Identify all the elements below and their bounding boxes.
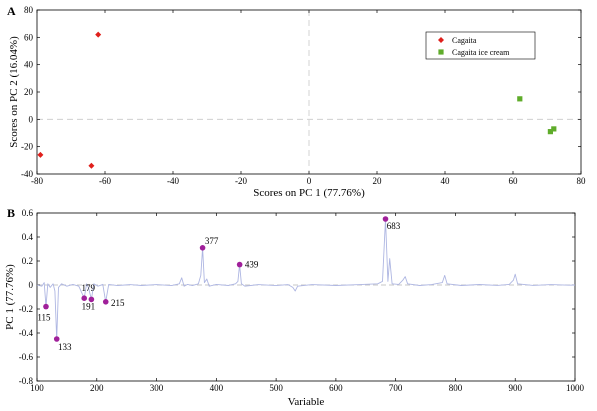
peak-label-377: 377 xyxy=(205,236,219,246)
panel-b-x-axis-label: Variable xyxy=(288,396,325,408)
y-tick-label: 80 xyxy=(24,5,34,15)
x-tick-label: -20 xyxy=(235,176,247,186)
x-tick-label: 400 xyxy=(210,383,224,393)
x-tick-label: 300 xyxy=(150,383,164,393)
y-tick-label: -40 xyxy=(21,169,33,179)
peak-marker-439 xyxy=(236,261,243,268)
y-tick-label: -0.6 xyxy=(19,352,34,362)
peak-label-179: 179 xyxy=(81,283,95,293)
peak-label-439: 439 xyxy=(245,260,259,270)
panel-a-y-axis-label: Scores on PC 2 (16.04%) xyxy=(8,36,20,148)
legend-entry-cagaita-ice-cream: Cagaita ice cream xyxy=(452,48,510,57)
panel-a-points xyxy=(37,31,557,169)
x-tick-label: -60 xyxy=(99,176,111,186)
y-tick-label: 0.6 xyxy=(22,208,34,218)
x-tick-label: 800 xyxy=(449,383,463,393)
y-tick-label: -0.8 xyxy=(19,376,34,386)
panel-a-score-plot: A -80 -60 -40 -20 0 20 40 60 80 -40-20020406080 … xyxy=(7,4,586,199)
panel-b-loading-line xyxy=(36,218,576,340)
peak-label-115: 115 xyxy=(37,313,51,323)
cagaita-ice-cream-point xyxy=(551,126,557,132)
x-tick-label: 1000 xyxy=(566,383,585,393)
panel-b-plot-frame xyxy=(36,212,576,382)
panel-a-legend: Cagaita Cagaita ice cream xyxy=(425,31,536,60)
x-tick-label: 40 xyxy=(441,176,451,186)
peak-marker-191 xyxy=(88,296,95,303)
peak-label-191: 191 xyxy=(82,301,96,311)
cagaita-point xyxy=(95,31,102,38)
x-tick-label: 900 xyxy=(508,383,522,393)
peak-marker-215 xyxy=(102,299,109,305)
y-tick-label: -0.4 xyxy=(19,328,34,338)
panel-b-label: B xyxy=(7,206,15,220)
peak-label-133: 133 xyxy=(58,342,72,352)
peak-marker-115 xyxy=(43,303,49,310)
panel-a-x-axis-label: Scores on PC 1 (77.76%) xyxy=(253,187,365,199)
x-tick-label: 600 xyxy=(329,383,343,393)
peak-marker-133 xyxy=(53,336,60,342)
panel-a-x-ticks: -80 -60 -40 -20 0 20 40 60 80 xyxy=(31,10,586,186)
x-tick-label: 200 xyxy=(90,383,104,393)
x-tick-label: 700 xyxy=(389,383,403,393)
panel-b-labeled-peaks: 115 133 179 191 215 377 439 683 xyxy=(37,216,401,352)
y-tick-label: 60 xyxy=(24,32,34,42)
loading-series-line xyxy=(36,218,576,340)
legend-marker-cagaita xyxy=(438,37,444,43)
legend-marker-cagaita-ice-cream xyxy=(438,49,444,55)
cagaita-point xyxy=(37,151,44,158)
legend-entry-cagaita: Cagaita xyxy=(452,36,477,45)
peak-marker-179 xyxy=(81,295,88,302)
panel-b-y-ticks: -0.8 -0.6 -0.4 -0.2 0 0.2 0.4 0.6 xyxy=(19,208,575,386)
peak-label-215: 215 xyxy=(111,298,125,308)
cagaita-ice-cream-point xyxy=(517,96,523,102)
panel-a-zero-lines xyxy=(37,10,581,174)
peak-marker-377 xyxy=(199,245,206,251)
panel-b-loading-plot: B 100 200 300 400 500 600 700 800 900 1000 -0.8-0… xyxy=(4,206,585,408)
panel-a-label: A xyxy=(7,4,16,18)
peak-label-683: 683 xyxy=(387,221,401,231)
y-tick-label: 40 xyxy=(24,60,34,70)
x-tick-label: -80 xyxy=(31,176,43,186)
x-tick-label: 60 xyxy=(509,176,519,186)
x-tick-label: 80 xyxy=(577,176,587,186)
cagaita-point xyxy=(88,162,95,169)
y-tick-label: -0.2 xyxy=(19,304,33,314)
panel-a-y-ticks: -40 -20 0 20 40 60 80 xyxy=(21,5,581,179)
x-tick-label: 0 xyxy=(307,176,312,186)
y-tick-label: -20 xyxy=(21,142,33,152)
y-tick-label: 0 xyxy=(29,114,34,124)
peak-marker-683 xyxy=(382,216,389,222)
x-tick-label: 20 xyxy=(373,176,383,186)
x-tick-label: 100 xyxy=(30,383,44,393)
x-tick-label: -40 xyxy=(167,176,179,186)
y-tick-label: 20 xyxy=(24,87,34,97)
legend-box xyxy=(425,31,536,60)
panel-b-x-ticks: 100 200 300 400 500 600 700 800 900 1000 xyxy=(30,213,585,393)
panel-b-y-axis-label: PC 1 (77.76%) xyxy=(4,264,16,330)
x-tick-label: 500 xyxy=(269,383,283,393)
y-tick-label: 0.4 xyxy=(22,232,34,242)
y-tick-label: 0 xyxy=(29,280,34,290)
y-tick-label: 0.2 xyxy=(22,256,33,266)
